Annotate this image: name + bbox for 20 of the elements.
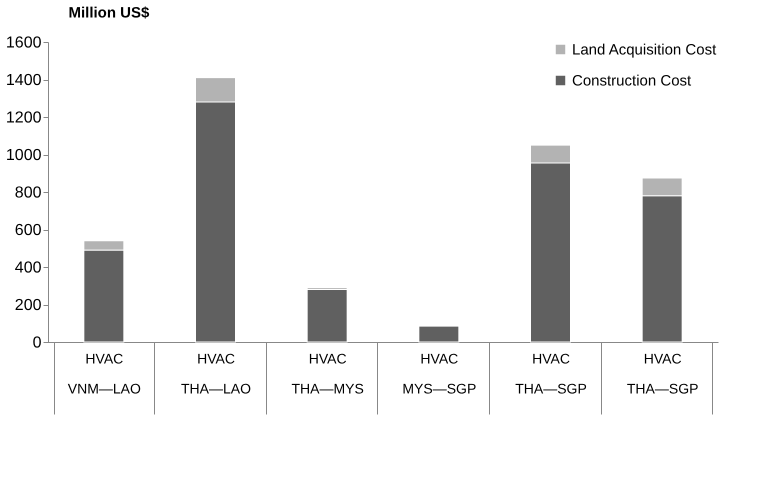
legend-label: Construction Cost <box>572 72 692 90</box>
bar <box>418 326 460 342</box>
y-tick-label: 1400 <box>6 72 42 89</box>
y-tick-label: 800 <box>14 184 42 202</box>
x-tick-label: HVAC VNM—LAO <box>68 350 142 396</box>
x-tick-label: HVAC THA—MYS <box>291 350 364 396</box>
y-tick-label: 600 <box>14 222 42 239</box>
x-tick-label: HVAC THA—LAO <box>180 350 252 396</box>
bar <box>306 289 348 342</box>
y-tick-label: 200 <box>14 297 42 314</box>
y-tick-label: 1000 <box>6 147 42 164</box>
x-tick-label: HVAC THA—SGP <box>626 350 698 396</box>
y-tick-label: 1200 <box>6 110 42 126</box>
y-tick-label: 0 <box>32 334 42 352</box>
y-tick-label: 1600 <box>6 34 42 52</box>
y-axis-title: Million US$ <box>68 4 150 22</box>
legend-label: Land Acquisition Cost <box>572 42 718 58</box>
x-tick-label: HVAC THA—SGP <box>515 350 587 396</box>
x-tick-label: HVAC MYS—SGP <box>402 350 476 396</box>
y-tick-label: 400 <box>14 260 42 276</box>
